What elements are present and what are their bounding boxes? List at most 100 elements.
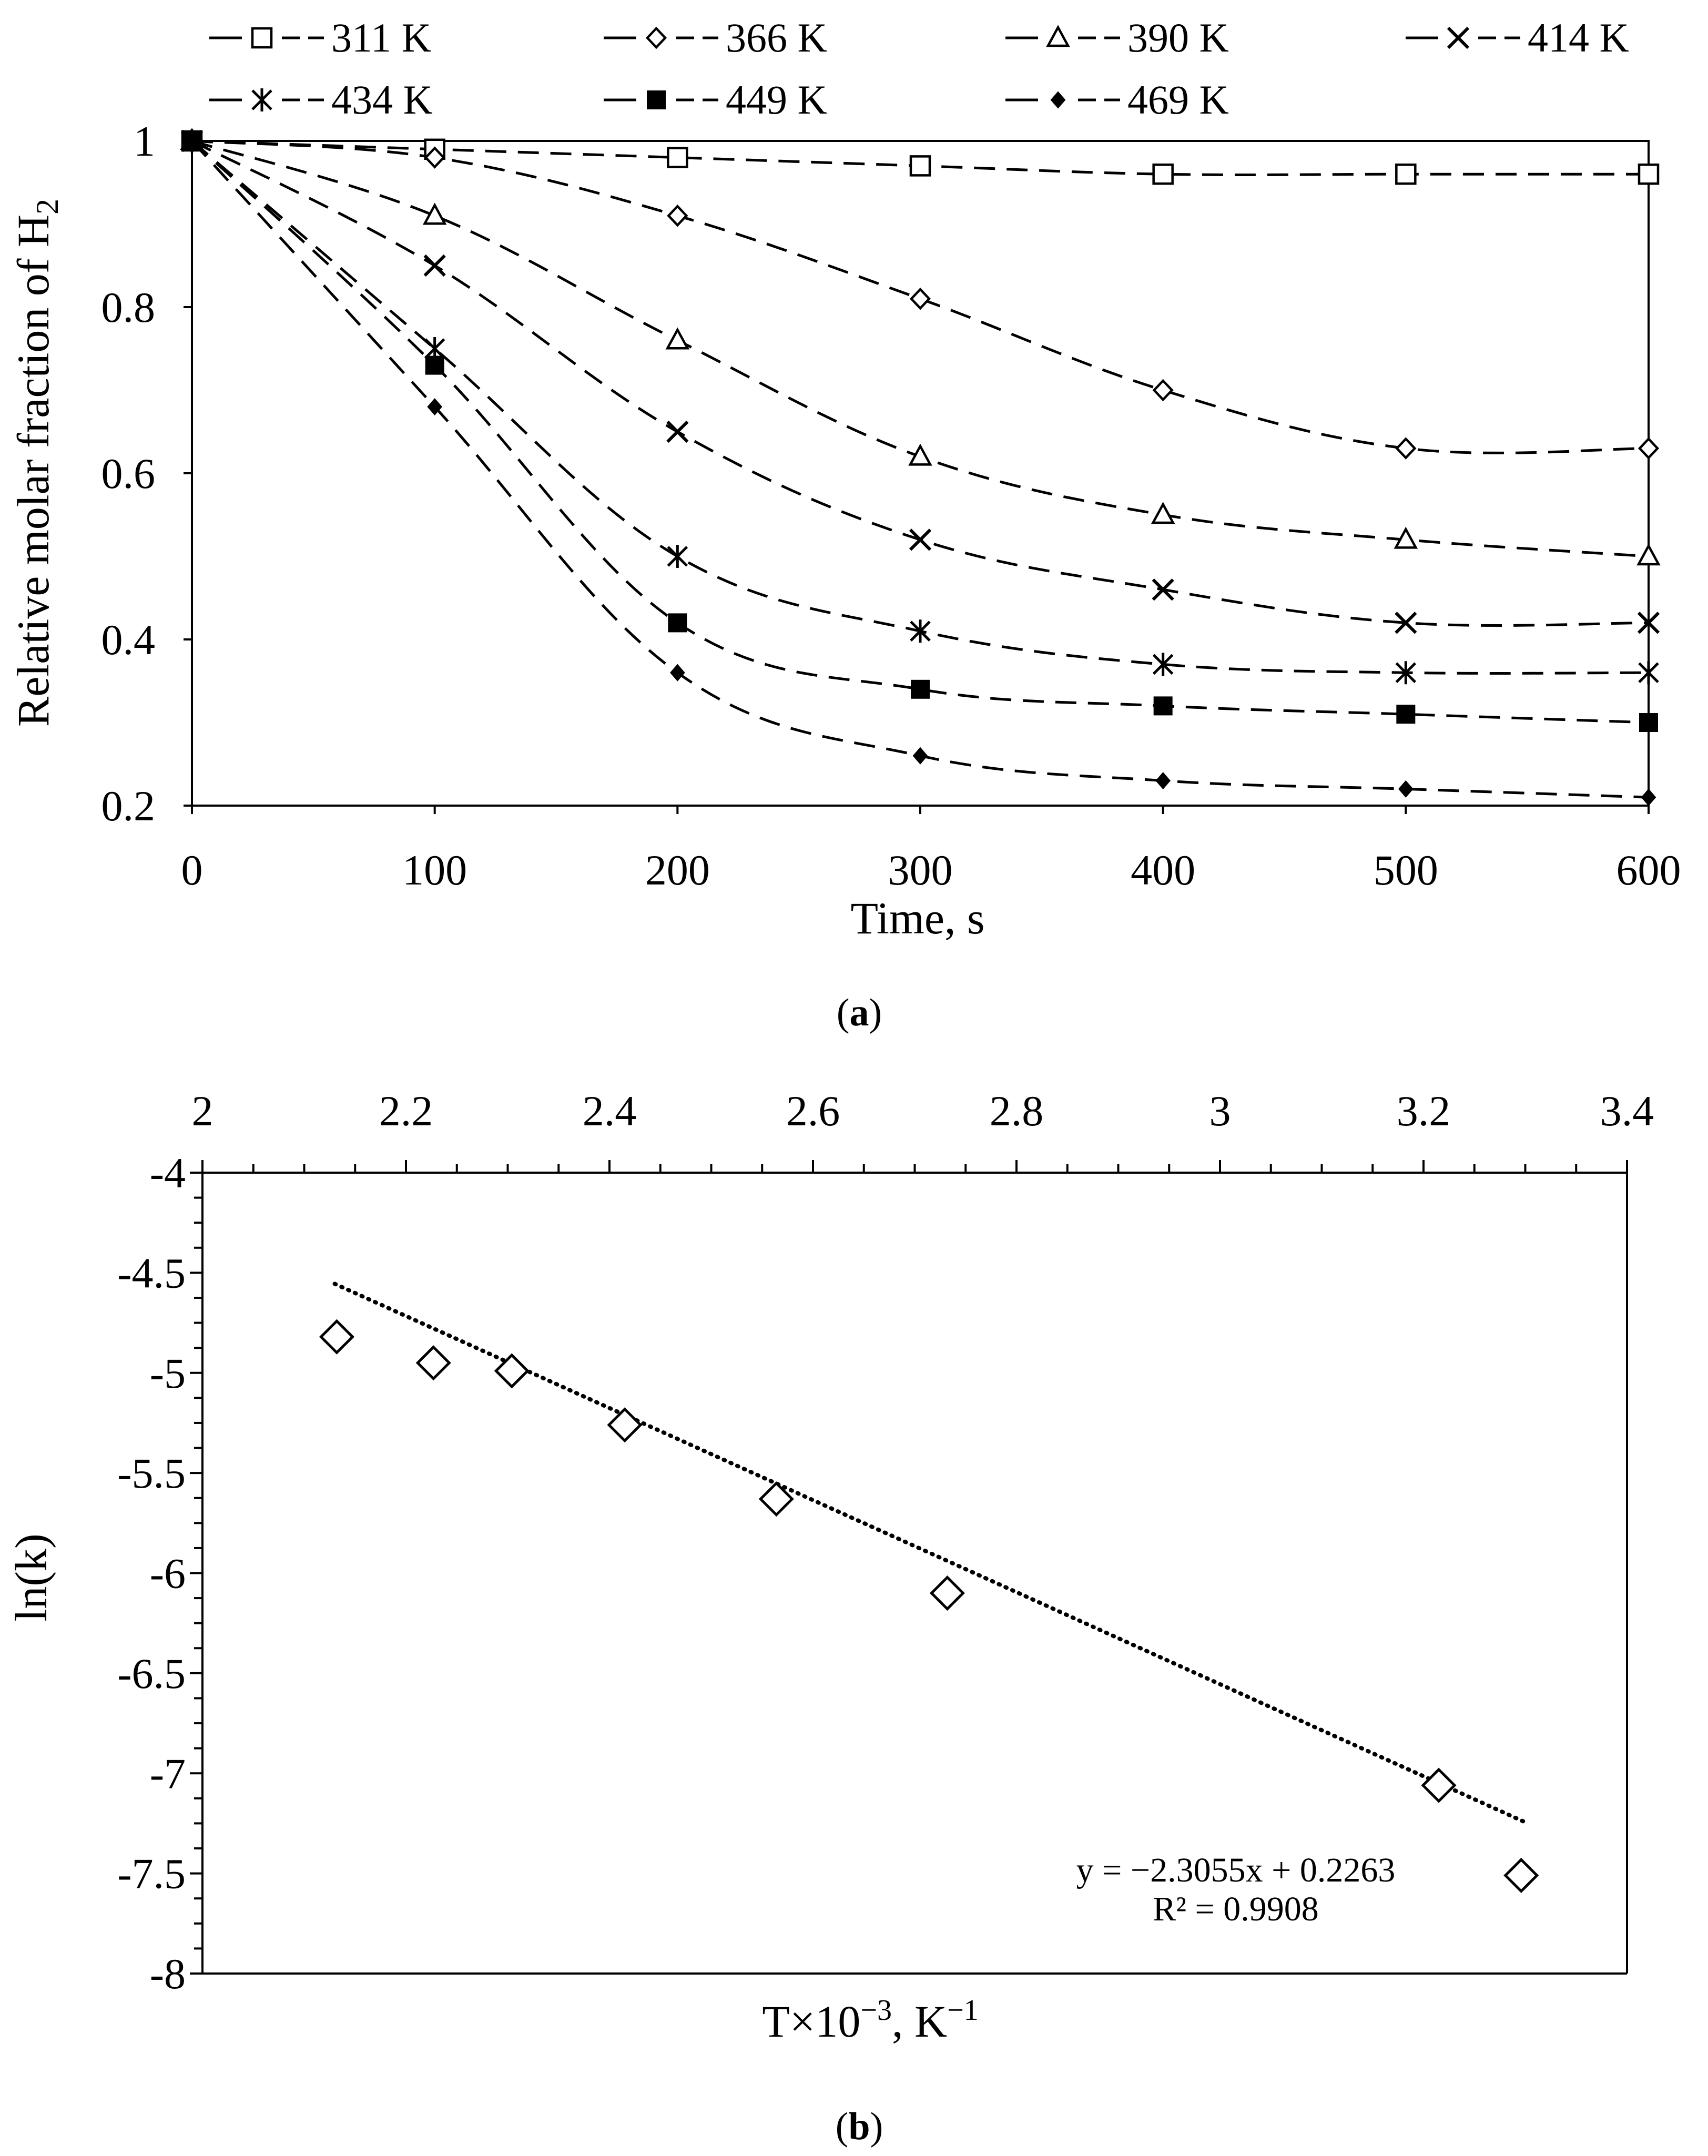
chart-b-y-tick-label: -6 <box>150 1550 186 1598</box>
point-366-k <box>909 287 931 310</box>
chart-b-y-tick-label: -6.5 <box>117 1650 186 1697</box>
chart-a-x-tick-label: 600 <box>1616 846 1681 894</box>
point-366-k <box>1638 437 1660 460</box>
legend-label: 390 K <box>1127 15 1229 60</box>
chart-b-x-tick-label: 2.4 <box>583 1087 637 1135</box>
chart-b-x-axis-title-sup2: −1 <box>947 1994 979 2027</box>
legend-item-366-k: 366 K <box>604 15 827 60</box>
data-point <box>1503 1857 1539 1893</box>
chart-a-x-tick-label: 300 <box>888 846 953 894</box>
chart-a-y-tick-label: 1 <box>134 117 155 165</box>
chart-a-plot-frame <box>191 140 1650 807</box>
chart-b-x-ticks: 2 2.2 2.4 2.6 2.8 3 3.2 3.4 <box>192 1087 1654 1173</box>
point-390-k <box>908 443 932 466</box>
chart-a-caption: (a) <box>837 991 882 1034</box>
chart-a-caption-letter: a <box>850 991 869 1034</box>
legend-marker-469-k <box>1050 91 1066 109</box>
chart-b-trendline <box>332 1282 1528 1825</box>
legend-marker-414-k <box>1447 26 1470 49</box>
point-366-k <box>667 204 688 227</box>
point-311-k <box>1152 163 1174 185</box>
chart-b: 2 2.2 2.4 2.6 2.8 3 3.2 3.4 -4-4.5-5-5.5-6-6.5-… <box>6 1087 1654 2148</box>
chart-a-y-tick-label: 0.8 <box>101 283 156 331</box>
point-469-k <box>1641 788 1656 806</box>
chart-a-x-axis-title: Time, s <box>851 893 985 943</box>
legend-marker-366-k <box>645 26 667 49</box>
point-449-k <box>911 679 930 699</box>
point-469-k <box>427 398 442 416</box>
point-469-k <box>1398 780 1414 798</box>
point-434-k <box>910 619 931 643</box>
chart-a-legend: 311 K 366 K 390 K 414 K 434 K 449 K 469 K <box>209 15 1629 123</box>
point-311-k <box>1638 163 1660 185</box>
chart-a: 311 K 366 K 390 K 414 K 434 K 449 K 469 K 0 100… <box>8 15 1681 1034</box>
chart-a-y-axis-title: Relative molar fraction of H2 <box>8 199 65 727</box>
point-366-k <box>424 146 445 169</box>
chart-b-equation: y = −2.3055x + 0.2263 <box>1076 1851 1396 1889</box>
chart-b-y-tick-label: -7 <box>150 1750 186 1797</box>
legend-label: 434 K <box>331 77 433 123</box>
series-line-434-k <box>191 140 1649 675</box>
chart-a-y-tick-label: 0.4 <box>101 616 156 664</box>
data-point <box>929 1575 965 1611</box>
point-390-k <box>1151 502 1175 524</box>
data-point <box>1421 1767 1457 1803</box>
legend-item-469-k: 469 K <box>1005 77 1229 123</box>
point-311-k <box>909 155 931 177</box>
legend-label: 449 K <box>726 77 827 123</box>
chart-b-y-tick-label: -5.5 <box>117 1449 186 1497</box>
point-469-k <box>912 747 928 765</box>
legend-item-449-k: 449 K <box>604 77 827 123</box>
point-434-k <box>1395 661 1417 685</box>
chart-b-points <box>319 1319 1539 1893</box>
chart-a-x-tick-label: 0 <box>181 846 203 894</box>
legend-marker-434-k <box>251 88 272 111</box>
chart-b-caption: (b) <box>836 2105 883 2148</box>
data-point <box>494 1353 530 1389</box>
chart-a-y-axis-title-subscript: 2 <box>30 199 65 215</box>
point-390-k <box>1394 526 1418 549</box>
chart-b-x-axis-title-mid: , K <box>892 1996 947 2047</box>
chart-a-x-ticks: 0 100 200 300 400 500 600 <box>181 806 1681 894</box>
series-line-390-k <box>191 139 1649 558</box>
point-366-k <box>1152 379 1174 402</box>
chart-b-x-tick-label: 2.2 <box>379 1087 433 1135</box>
legend-label: 414 K <box>1528 15 1629 60</box>
chart-b-y-axis-title: ln(k) <box>6 1533 56 1621</box>
point-311-k <box>667 147 688 168</box>
legend-item-390-k: 390 K <box>1005 15 1229 60</box>
legend-marker-390-k <box>1046 25 1070 47</box>
chart-b-y-tick-label: -8 <box>150 1950 186 1998</box>
chart-a-x-tick-label: 500 <box>1374 846 1438 894</box>
legend-label: 366 K <box>726 15 827 60</box>
chart-b-x-tick-label: 2.6 <box>786 1087 840 1135</box>
chart-b-x-tick-label: 3.4 <box>1600 1087 1654 1135</box>
chart-b-r-squared: R² = 0.9908 <box>1153 1890 1319 1928</box>
chart-b-x-tick-label: 3.2 <box>1397 1087 1451 1135</box>
legend-item-311-k: 311 K <box>209 15 431 60</box>
chart-b-y-ticks: -4 -4.5 -5 -5.5 -6 -6.5 -7 -7.5 -8 <box>117 1149 202 1998</box>
point-390-k <box>665 327 690 350</box>
point-449-k <box>668 613 687 633</box>
chart-a-series-lines <box>191 139 1649 799</box>
chart-a-y-tick-label: 0.6 <box>101 450 156 497</box>
chart-a-y-ticks: 0.2 0.4 0.6 0.8 1 <box>101 117 192 830</box>
chart-b-y-tick-label: -7.5 <box>117 1850 186 1898</box>
chart-b-x-axis-title-sup: −3 <box>860 1994 892 2027</box>
point-434-k <box>1152 653 1174 676</box>
legend-item-434-k: 434 K <box>209 77 433 123</box>
data-point <box>607 1407 643 1443</box>
point-414-k <box>1152 578 1174 601</box>
point-414-k <box>1395 612 1417 634</box>
legend-label: 469 K <box>1127 77 1229 123</box>
point-414-k <box>666 420 689 443</box>
point-449-k <box>1396 705 1416 724</box>
legend-label: 311 K <box>331 15 431 60</box>
point-390-k <box>422 202 447 225</box>
point-449-k <box>1153 696 1173 716</box>
legend-marker-449-k <box>647 90 666 109</box>
legend-marker-311-k <box>251 27 273 49</box>
point-414-k <box>423 254 446 277</box>
chart-a-x-tick-label: 400 <box>1131 846 1195 894</box>
